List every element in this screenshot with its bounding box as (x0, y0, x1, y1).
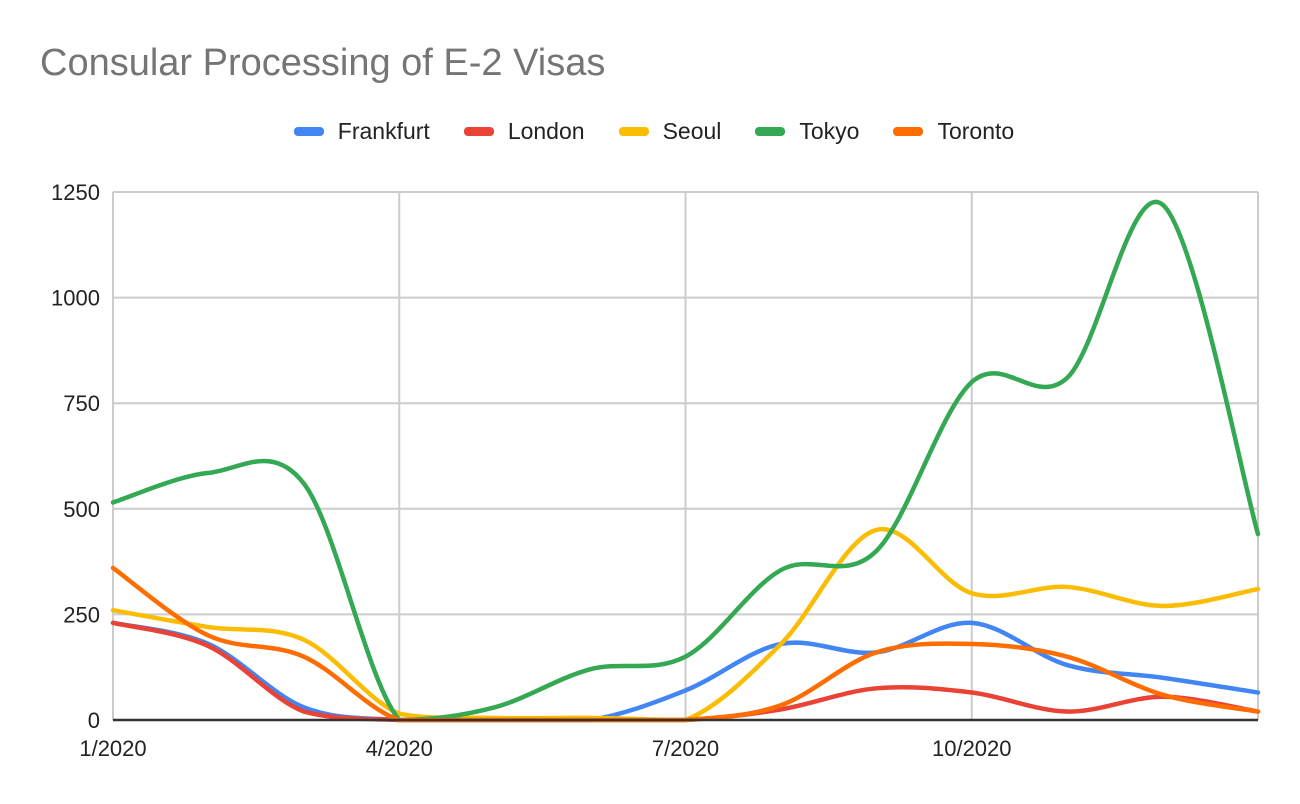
y-tick-label: 750 (63, 391, 100, 416)
legend-swatch-frankfurt (293, 127, 324, 136)
legend-item-seoul[interactable]: Seoul (618, 118, 722, 145)
y-tick-label: 0 (88, 708, 100, 733)
chart-title: Consular Processing of E-2 Visas (40, 42, 606, 84)
series-line-frankfurt[interactable] (110, 620, 1261, 723)
y-tick-label: 500 (63, 497, 100, 522)
legend-label-tokyo: Tokyo (799, 118, 860, 144)
x-tick-label: 10/2020 (932, 736, 1012, 761)
legend-swatch-toronto (893, 127, 924, 136)
chart-legend: Frankfurt London Seoul Tokyo Toronto (0, 118, 1300, 145)
legend-label-london: London (507, 118, 585, 144)
legend-label-seoul: Seoul (662, 118, 722, 144)
x-tick-label: 4/2020 (366, 736, 433, 761)
series-line-tokyo[interactable] (110, 199, 1261, 723)
legend-item-frankfurt[interactable]: Frankfurt (293, 118, 430, 145)
legend-swatch-london (463, 127, 494, 136)
series-line-seoul[interactable] (110, 526, 1261, 723)
legend-swatch-tokyo (755, 127, 786, 136)
legend-item-tokyo[interactable]: Tokyo (755, 118, 859, 145)
gridlines (112, 191, 1259, 720)
legend-item-toronto[interactable]: Toronto (893, 118, 1014, 145)
legend-label-toronto: Toronto (937, 118, 1015, 144)
y-tick-label: 1250 (51, 180, 100, 205)
y-tick-label: 250 (63, 602, 100, 627)
x-tick-label: 7/2020 (652, 736, 719, 761)
x-tick-label: 1/2020 (79, 736, 146, 761)
y-axis-tick-labels: 0 250 500 750 1000 1250 (51, 180, 100, 733)
y-tick-label: 1000 (51, 286, 100, 311)
legend-label-frankfurt: Frankfurt (337, 118, 430, 144)
legend-swatch-seoul (618, 127, 649, 136)
legend-item-london[interactable]: London (463, 118, 585, 145)
x-axis-tick-labels: 1/2020 4/2020 7/2020 10/2020 (79, 736, 1011, 761)
